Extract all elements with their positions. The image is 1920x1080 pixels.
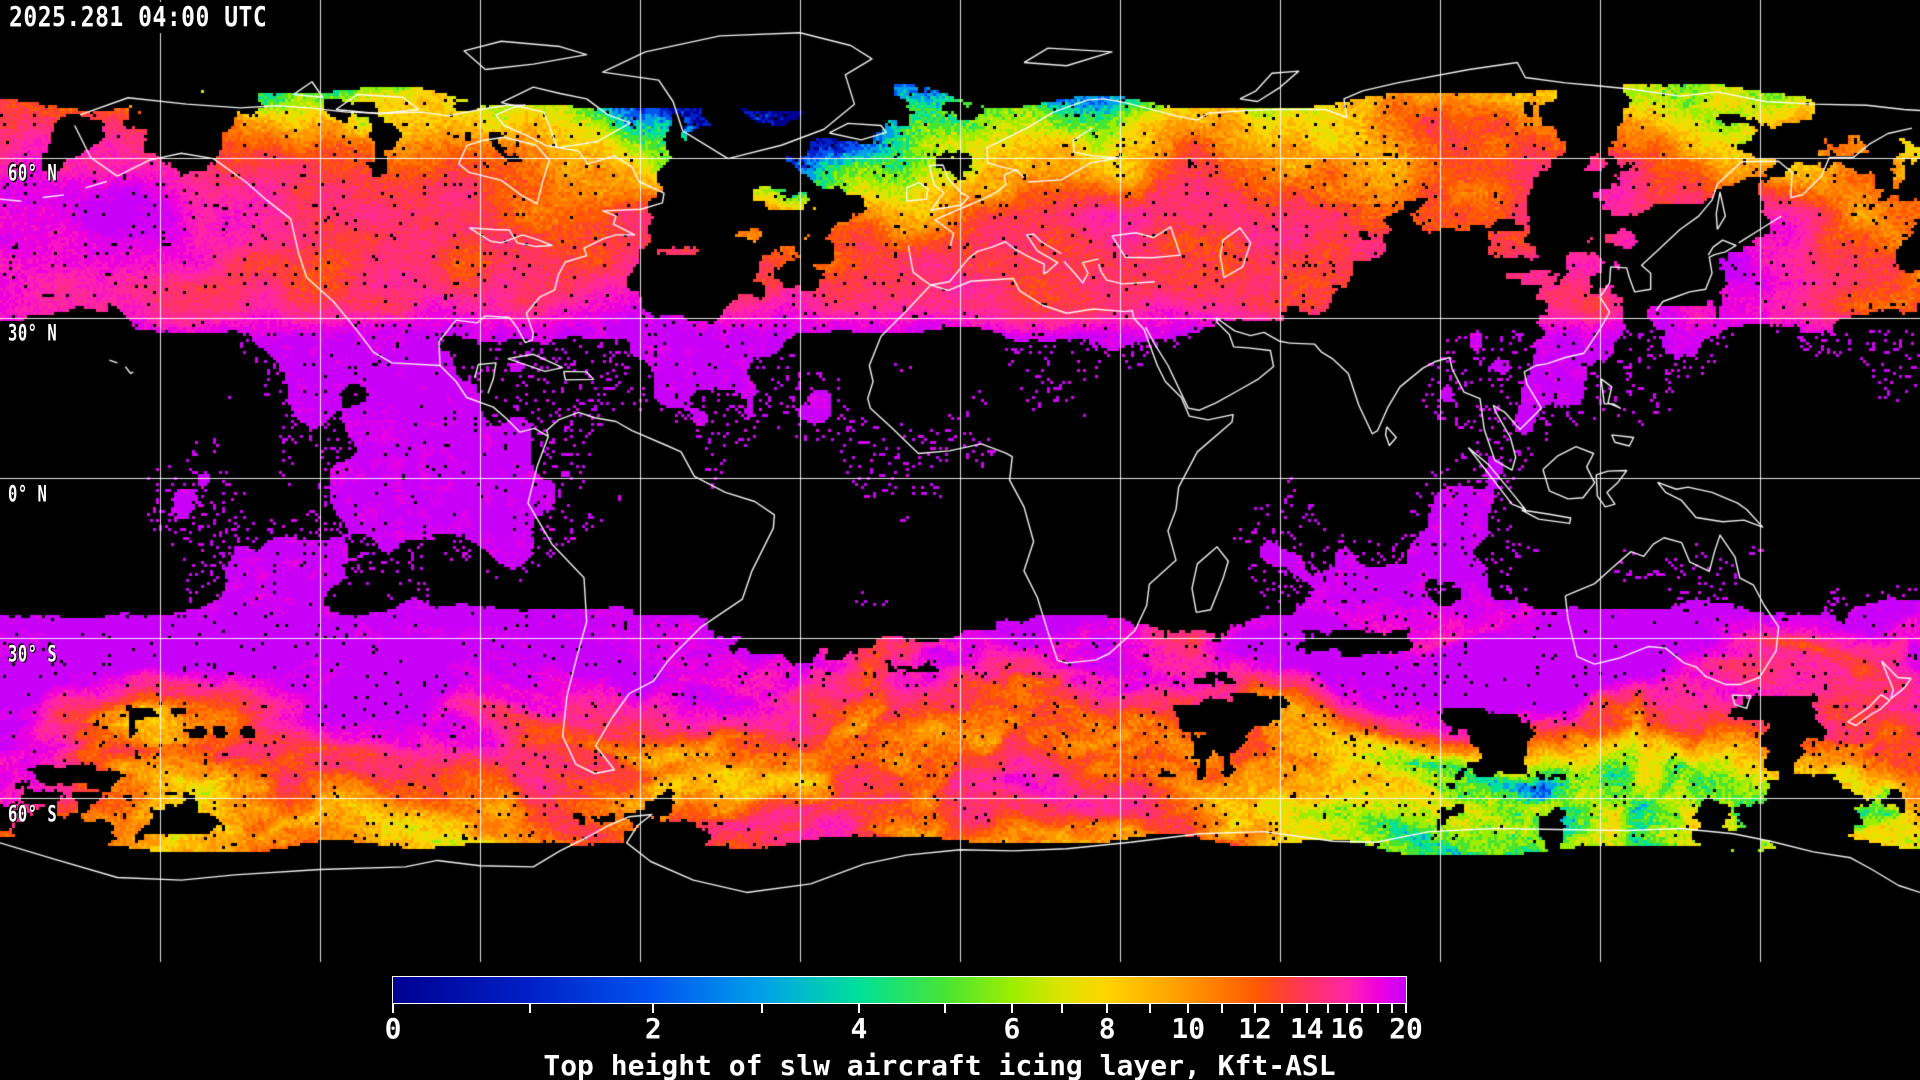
colorbar-tick <box>1305 1004 1308 1013</box>
timestamp-label: 2025.281 04:00 UTC <box>5 2 272 34</box>
colorbar-tick <box>944 1004 947 1013</box>
colorbar-tick-label: 10 <box>1171 1012 1206 1045</box>
lat-label-30n: 30° N <box>8 320 58 347</box>
colorbar-tick <box>1405 1004 1407 1013</box>
colorbar-tick <box>1106 1004 1109 1013</box>
colorbar-tick <box>392 1004 394 1013</box>
colorbar-tick <box>528 1004 531 1013</box>
colorbar-tick-label: 14 <box>1289 1012 1324 1045</box>
colorbar-tick <box>857 1004 860 1013</box>
colorbar-tick-label: 16 <box>1330 1012 1365 1045</box>
colorbar-tick <box>1390 1004 1393 1013</box>
lat-label-60s: 60° S <box>8 801 58 828</box>
colorbar-tick <box>1281 1004 1284 1013</box>
colorbar-tick <box>1187 1004 1190 1013</box>
lat-label-60n: 60° N <box>8 160 58 187</box>
colorbar-tick <box>1326 1004 1329 1013</box>
colorbar-tick <box>1148 1004 1151 1013</box>
colorbar-tick <box>1376 1004 1379 1013</box>
colorbar-tick-label: 12 <box>1238 1012 1272 1045</box>
colorbar-tick <box>1010 1004 1013 1013</box>
colorbar-tick-label: 4 <box>850 1012 868 1045</box>
colorbar-tick <box>1220 1004 1223 1013</box>
colorbar-tick-label: 8 <box>1098 1012 1116 1045</box>
lat-label-30s: 30° S <box>8 641 58 668</box>
colorbar-tick-label: 0 <box>384 1012 402 1045</box>
lat-label-0n: 0° N <box>8 481 48 508</box>
colorbar-tick <box>1254 1004 1257 1013</box>
colorbar-tick <box>1361 1004 1364 1013</box>
colorbar-tick <box>652 1004 655 1013</box>
colorbar-tick <box>760 1004 763 1013</box>
colorbar-tick-label: 2 <box>644 1012 662 1045</box>
colorbar-gradient <box>392 976 1407 1004</box>
colorbar-tick-label: 6 <box>1003 1012 1021 1045</box>
colorbar-tick <box>1346 1004 1349 1013</box>
colorbar-tick-label: 20 <box>1389 1012 1423 1045</box>
colorbar-title: Top height of slw aircraft icing layer, … <box>543 1049 1336 1080</box>
colorbar-tick <box>1060 1004 1063 1013</box>
